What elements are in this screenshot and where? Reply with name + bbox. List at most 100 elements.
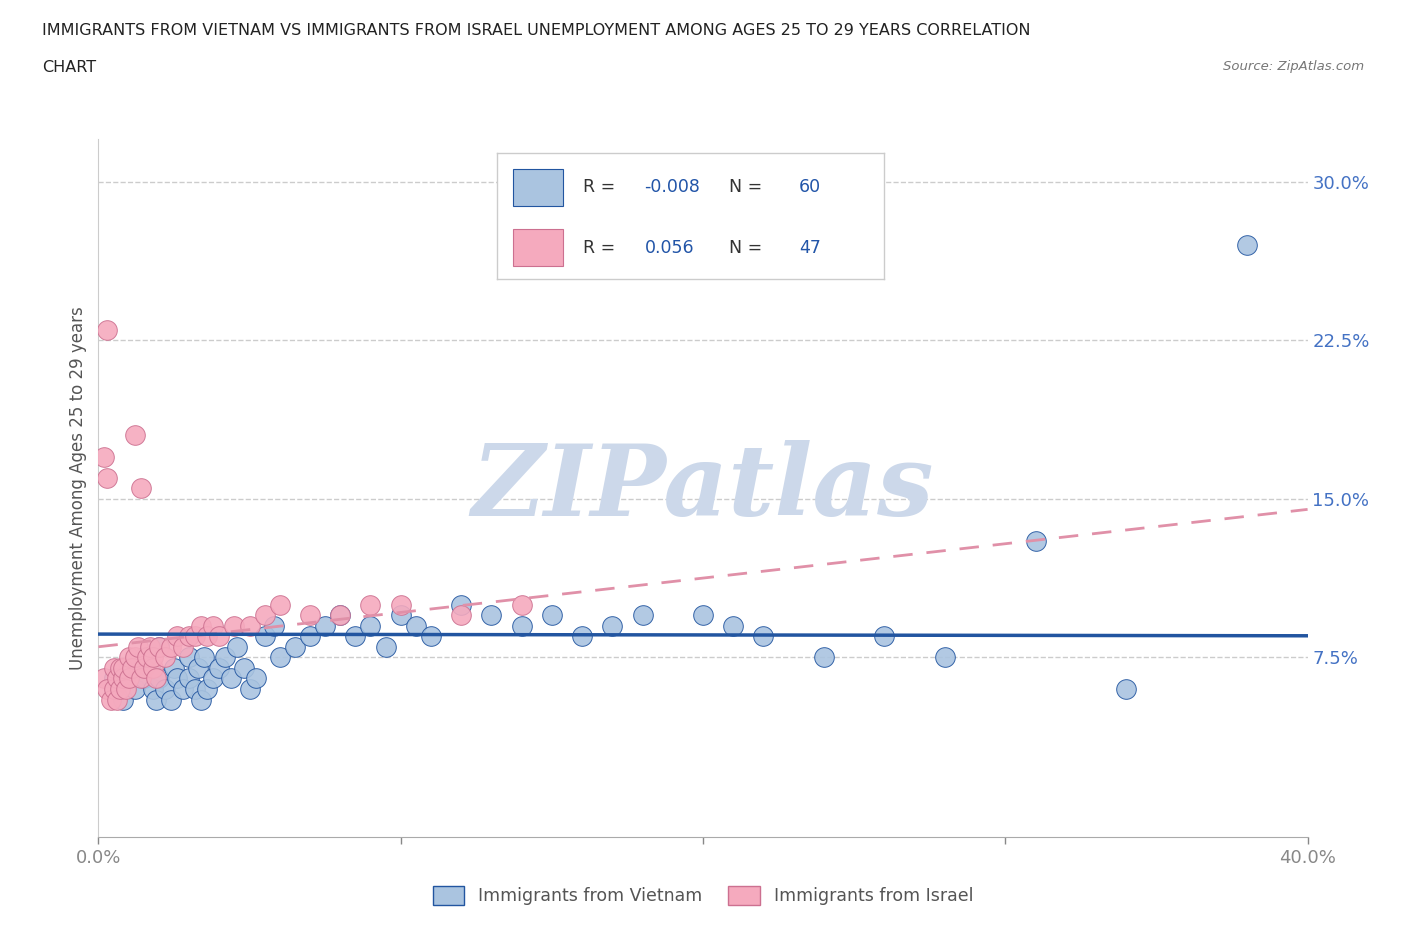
Point bbox=[208, 660, 231, 675]
Point bbox=[389, 597, 412, 612]
Point bbox=[160, 692, 183, 707]
Point bbox=[172, 639, 194, 654]
Point bbox=[132, 660, 155, 675]
Point bbox=[190, 618, 212, 633]
Point bbox=[139, 639, 162, 654]
Point bbox=[450, 607, 472, 622]
Point bbox=[114, 682, 136, 697]
Point bbox=[118, 650, 141, 665]
Point bbox=[172, 682, 194, 697]
Point bbox=[127, 639, 149, 654]
Point bbox=[153, 650, 176, 665]
Point bbox=[329, 607, 352, 622]
Point bbox=[108, 682, 131, 697]
Point bbox=[103, 682, 125, 697]
Point bbox=[124, 682, 146, 697]
Point bbox=[135, 650, 157, 665]
Point bbox=[103, 660, 125, 675]
Point bbox=[187, 660, 209, 675]
Point bbox=[145, 692, 167, 707]
Point bbox=[124, 650, 146, 665]
Point bbox=[221, 671, 243, 686]
Legend: Immigrants from Vietnam, Immigrants from Israel: Immigrants from Vietnam, Immigrants from… bbox=[426, 879, 980, 912]
Point bbox=[873, 629, 896, 644]
Point bbox=[166, 671, 188, 686]
Point bbox=[405, 618, 427, 633]
Point bbox=[314, 618, 336, 633]
Point bbox=[132, 650, 155, 665]
Point bbox=[177, 629, 201, 644]
Point bbox=[111, 692, 134, 707]
Y-axis label: Unemployment Among Ages 25 to 29 years: Unemployment Among Ages 25 to 29 years bbox=[69, 306, 87, 671]
Point bbox=[631, 607, 654, 622]
Point bbox=[245, 671, 267, 686]
Point bbox=[195, 629, 218, 644]
Point bbox=[132, 671, 155, 686]
Point bbox=[540, 607, 562, 622]
Point bbox=[118, 660, 141, 675]
Point bbox=[184, 629, 207, 644]
Point bbox=[96, 682, 118, 697]
Text: ZIPatlas: ZIPatlas bbox=[472, 440, 934, 537]
Point bbox=[142, 650, 165, 665]
Point bbox=[142, 660, 165, 675]
Point bbox=[1024, 534, 1046, 549]
Point bbox=[148, 671, 170, 686]
Point bbox=[105, 692, 128, 707]
Point bbox=[389, 607, 412, 622]
Point bbox=[96, 323, 118, 338]
Point bbox=[269, 650, 291, 665]
Point bbox=[239, 618, 262, 633]
Point bbox=[299, 607, 322, 622]
Point bbox=[93, 671, 115, 686]
Point bbox=[177, 671, 201, 686]
Point bbox=[813, 650, 835, 665]
Point bbox=[721, 618, 744, 633]
Point bbox=[93, 449, 115, 464]
Point bbox=[129, 481, 152, 496]
Point bbox=[253, 607, 276, 622]
Point bbox=[177, 650, 201, 665]
Text: Source: ZipAtlas.com: Source: ZipAtlas.com bbox=[1223, 60, 1364, 73]
Point bbox=[510, 618, 533, 633]
Point bbox=[269, 597, 291, 612]
Point bbox=[160, 639, 183, 654]
Point bbox=[139, 660, 162, 675]
Point bbox=[208, 629, 231, 644]
Point bbox=[108, 660, 131, 675]
Point bbox=[692, 607, 714, 622]
Point bbox=[214, 650, 236, 665]
Point bbox=[284, 639, 307, 654]
Text: IMMIGRANTS FROM VIETNAM VS IMMIGRANTS FROM ISRAEL UNEMPLOYMENT AMONG AGES 25 TO : IMMIGRANTS FROM VIETNAM VS IMMIGRANTS FR… bbox=[42, 23, 1031, 38]
Point bbox=[148, 639, 170, 654]
Point bbox=[129, 671, 152, 686]
Point bbox=[226, 639, 249, 654]
Point bbox=[193, 650, 215, 665]
Point bbox=[166, 629, 188, 644]
Point bbox=[121, 660, 143, 675]
Point bbox=[105, 671, 128, 686]
Point bbox=[103, 671, 125, 686]
Point bbox=[224, 618, 246, 633]
Point bbox=[360, 597, 382, 612]
Point bbox=[752, 629, 775, 644]
Point bbox=[184, 682, 207, 697]
Point bbox=[142, 682, 165, 697]
Point bbox=[202, 618, 225, 633]
Point bbox=[374, 639, 396, 654]
Text: CHART: CHART bbox=[42, 60, 96, 75]
Point bbox=[239, 682, 262, 697]
Point bbox=[118, 671, 141, 686]
Point bbox=[232, 660, 254, 675]
Point bbox=[299, 629, 322, 644]
Point bbox=[450, 597, 472, 612]
Point bbox=[481, 607, 503, 622]
Point bbox=[360, 618, 382, 633]
Point bbox=[145, 671, 167, 686]
Point bbox=[96, 471, 118, 485]
Point bbox=[510, 597, 533, 612]
Point bbox=[124, 428, 146, 443]
Point bbox=[100, 692, 122, 707]
Point bbox=[571, 629, 593, 644]
Point bbox=[111, 671, 134, 686]
